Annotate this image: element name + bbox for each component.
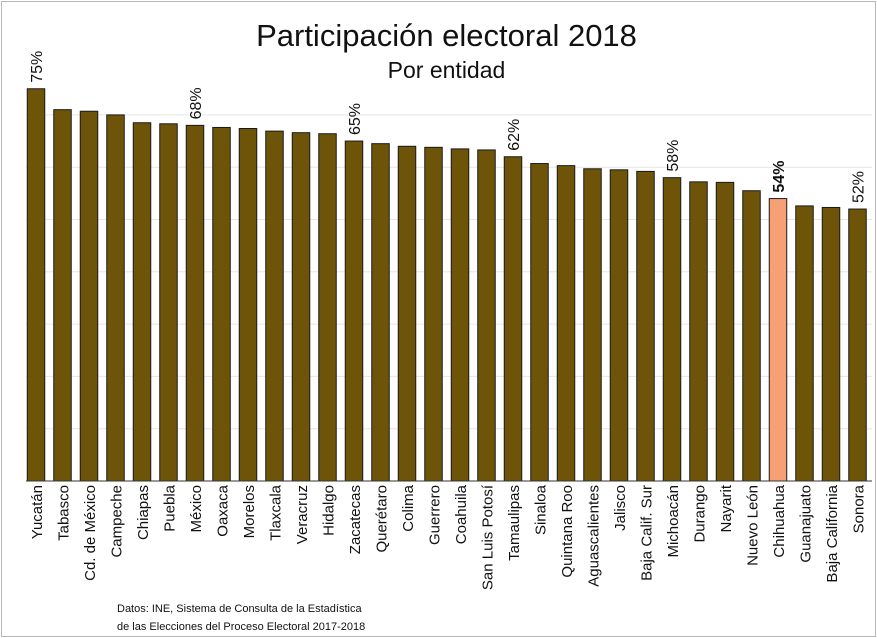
x-tick-label: Jalisco [612,485,629,531]
x-tick-label: Guanajuato [798,485,815,563]
x-tick-label: México [188,485,205,533]
x-tick-label: Tabasco [56,485,73,541]
bar [636,170,655,482]
x-tick-label: Sinaloa [533,484,550,535]
x-tick-label: San Luis Potosí [480,484,497,590]
bar [503,156,523,482]
x-tick-label: Aguascalientes [586,485,603,587]
x-tick-label: Nayarit [718,484,735,532]
data-label: 62% [506,119,523,151]
x-tick-label: Nuevo León [745,485,762,566]
bar [477,149,496,482]
data-label: 68% [188,87,205,119]
bar [185,124,205,482]
x-tick-label: Durango [692,485,709,543]
x-tick-label: Campeche [109,485,126,558]
x-tick-label: Coahuila [453,484,470,544]
bars [26,88,867,482]
x-tick-labels: Yucatán Tabasco Cd. de México Campeche Chiap… [29,484,868,590]
bar [689,181,708,482]
x-tick-label: Baja Calif. Sur [639,485,656,581]
x-tick-label: Tlaxcala [268,484,285,541]
x-tick-label: Veracruz [294,485,311,544]
bar [424,146,443,482]
bar [53,109,72,482]
bar [662,177,682,482]
x-tick-label: Cd. de México [82,485,99,581]
bar [371,143,390,482]
x-tick-label: Oaxaca [215,484,232,536]
x-tick-label: Chiapas [135,485,152,540]
data-label: 52% [851,171,868,203]
chart-subtitle: Por entidad [387,57,506,83]
data-label: 54% [771,161,788,193]
x-tick-label: Tamaulipas [506,485,523,561]
x-tick-label: Baja California [824,484,841,582]
bar [344,140,364,482]
x-tick-label: Morelos [241,485,258,538]
bar [556,165,576,482]
x-tick-label: Quintana Roo [559,485,576,578]
bar [26,88,46,482]
bar [530,163,549,482]
bar [212,126,231,482]
data-label: 58% [665,140,682,172]
bar [742,190,761,482]
x-tick-label: Colima [400,484,417,531]
x-tick-label: Querétaro [374,485,391,553]
data-label: 75% [29,51,46,83]
bar [106,114,125,482]
data-label: 65% [347,103,364,135]
bar [609,169,629,482]
source-note: Datos: INE, Sistema de Consulta de la Es… [117,600,365,636]
bar [397,145,417,482]
x-tick-label: Sonora [851,484,868,533]
source-line-2: de las Elecciones del Proceso Electoral … [117,621,366,633]
bar [159,123,178,482]
bar [238,127,258,482]
x-tick-label: Puebla [162,484,179,531]
bar [583,168,602,482]
x-tick-label: Chihuahua [771,484,788,557]
bar [450,148,470,482]
bar [821,206,841,482]
x-tick-label: Yucatán [29,485,46,539]
bar [132,122,152,482]
bar [715,181,735,482]
chart-title: Participación electoral 2018 [256,18,637,53]
bar [79,110,99,482]
bar [291,132,311,482]
x-tick-label: Hidalgo [321,485,338,536]
x-tick-label: Michoacán [665,485,682,558]
data-labels: 75% 68% 65% 62% 58% 54% 52% [29,51,868,203]
bar [265,130,284,482]
x-tick-label: Zacatecas [347,485,364,554]
bar [795,205,814,482]
bar [768,198,788,482]
bar [848,208,867,482]
bar [318,133,337,482]
source-line-1: Datos: INE, Sistema de Consulta de la Es… [117,603,362,615]
x-tick-label: Guerrero [427,485,444,545]
